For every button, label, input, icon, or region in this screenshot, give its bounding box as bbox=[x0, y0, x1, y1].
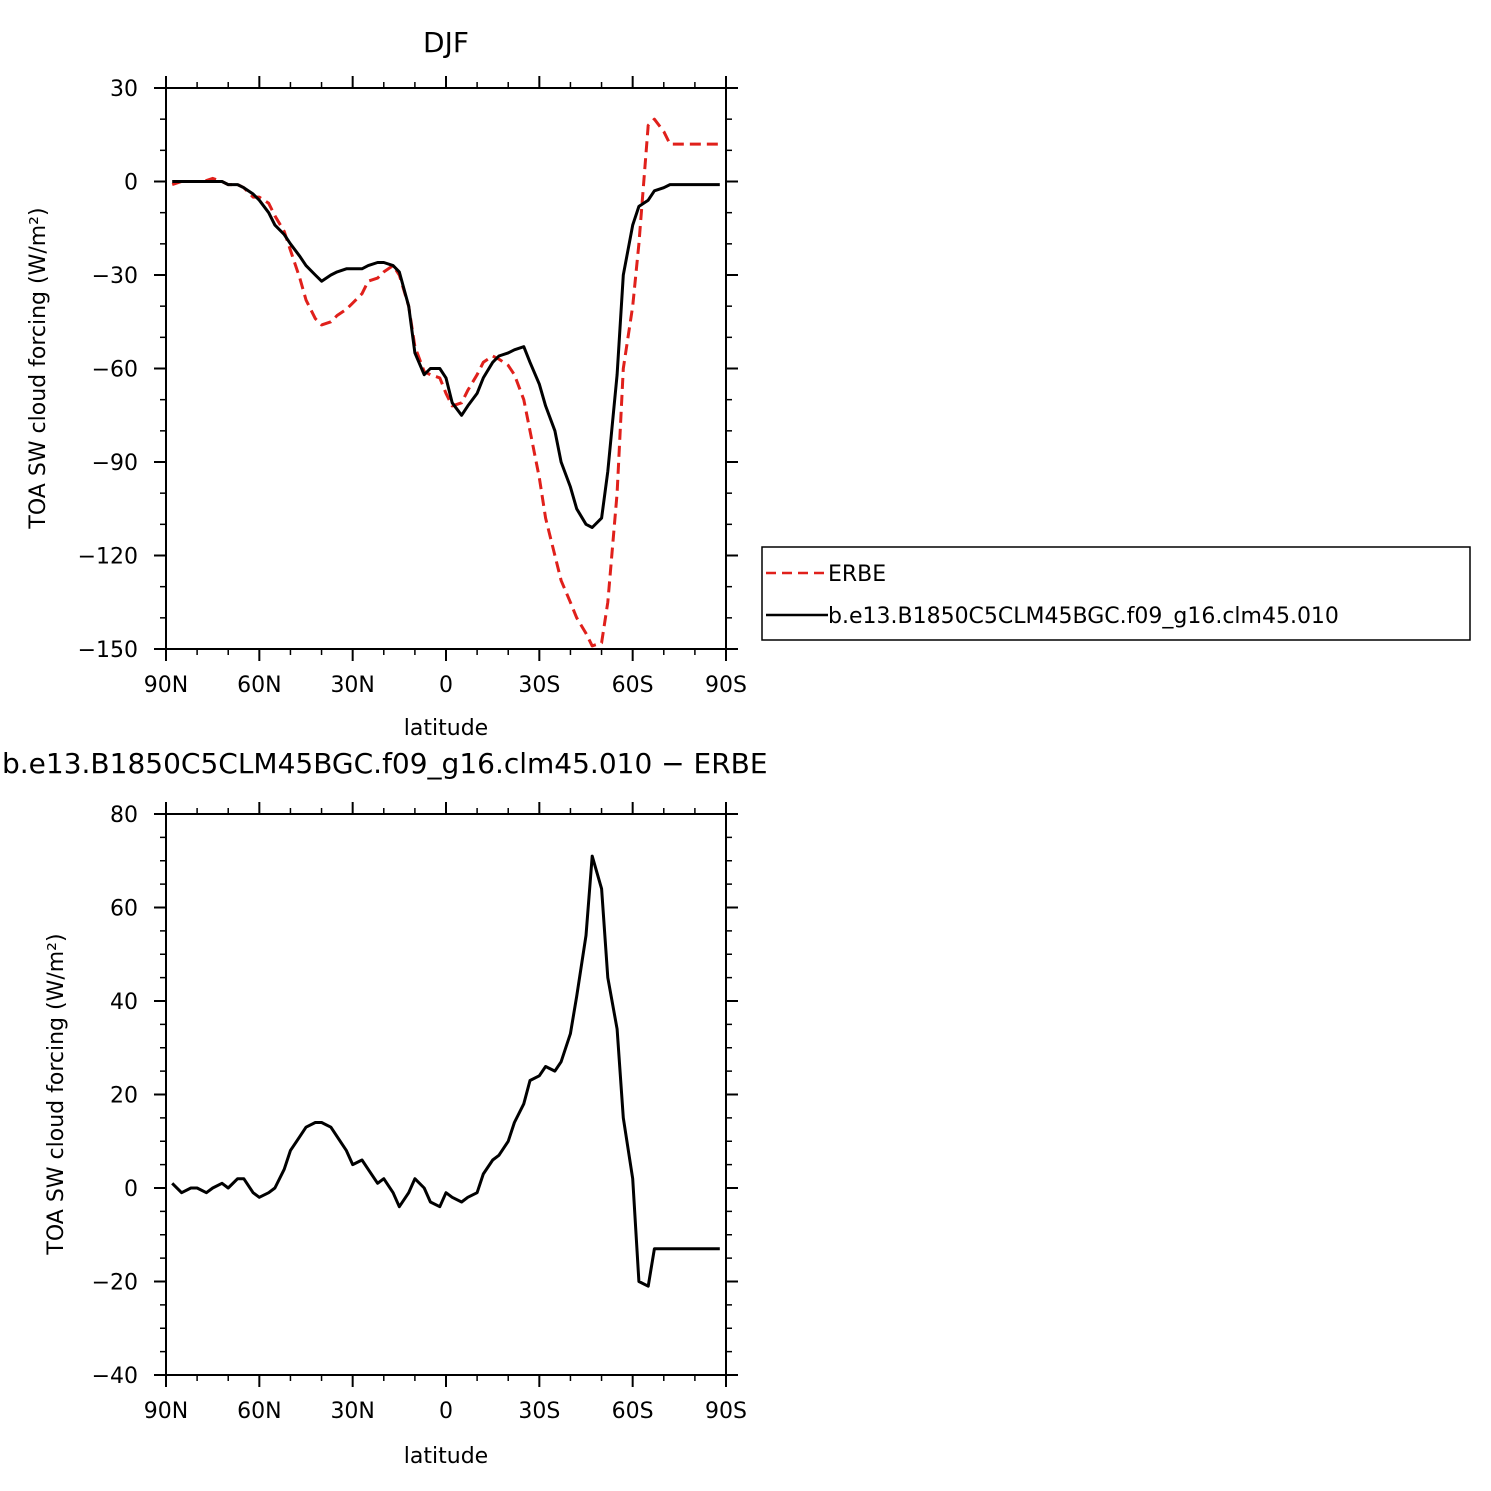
series-line-difference bbox=[171, 854, 720, 1288]
y-tick-label: 20 bbox=[110, 1084, 138, 1109]
top-y-axis-label: TOA SW cloud forcing (W/m²) bbox=[26, 207, 51, 529]
y-tick-label: −120 bbox=[78, 545, 138, 570]
y-tick-label: −60 bbox=[92, 358, 138, 383]
x-tick-label: 90N bbox=[144, 673, 188, 698]
x-tick-label: 30N bbox=[330, 1399, 374, 1424]
x-tick-label: 60S bbox=[612, 673, 654, 698]
x-tick-label: 60N bbox=[237, 1399, 281, 1424]
x-tick-label: 60N bbox=[237, 673, 281, 698]
bottom-y-axis-label: TOA SW cloud forcing (W/m²) bbox=[44, 933, 69, 1255]
bottom-panel: b.e13.B1850C5CLM45BGC.f09_g16.clm45.010 … bbox=[2, 747, 768, 1469]
top-plot-frame bbox=[165, 87, 727, 650]
y-tick-label: 0 bbox=[124, 171, 138, 196]
y-tick-label: −40 bbox=[92, 1364, 138, 1389]
y-tick-label: −30 bbox=[92, 264, 138, 289]
x-tick-label: 60S bbox=[612, 1399, 654, 1424]
x-tick-label: 90N bbox=[144, 1399, 188, 1424]
bottom-panel-title: b.e13.B1850C5CLM45BGC.f09_g16.clm45.010 … bbox=[2, 747, 768, 780]
x-tick-label: 30S bbox=[518, 673, 560, 698]
legend-box bbox=[761, 546, 1471, 641]
legend-label-erbe: ERBE bbox=[828, 562, 886, 587]
top-panel-title: DJF bbox=[423, 26, 469, 59]
x-tick-label: 90S bbox=[705, 673, 747, 698]
y-tick-label: 30 bbox=[110, 77, 138, 102]
legend-label-model: b.e13.B1850C5CLM45BGC.f09_g16.clm45.010 bbox=[828, 604, 1339, 629]
y-tick-label: 60 bbox=[110, 897, 138, 922]
top-panel: DJF 90N 60N 30N 0 30S 60S 90S 30 0 −30 −60 −90 −120 −… bbox=[26, 26, 747, 741]
x-tick-label: 0 bbox=[439, 1399, 453, 1424]
bottom-plot-frame bbox=[165, 813, 727, 1376]
series-line-erbe bbox=[171, 117, 720, 648]
series-line-b-e13-b1850c5clm45bgc-f09-g16-clm45-010 bbox=[172, 180, 720, 529]
y-tick-label: −90 bbox=[92, 451, 138, 476]
x-tick-label: 30S bbox=[518, 1399, 560, 1424]
legend: ERBE b.e13.B1850C5CLM45BGC.f09_g16.clm45… bbox=[761, 546, 1471, 641]
x-tick-label: 0 bbox=[439, 673, 453, 698]
y-tick-label: 80 bbox=[110, 803, 138, 828]
x-tick-label: 30N bbox=[330, 673, 374, 698]
y-tick-label: 40 bbox=[110, 990, 138, 1015]
y-tick-label: 0 bbox=[124, 1177, 138, 1202]
bottom-x-axis-label: latitude bbox=[404, 1444, 488, 1469]
y-tick-label: −20 bbox=[92, 1271, 138, 1296]
top-x-axis-label: latitude bbox=[404, 716, 488, 741]
x-tick-label: 90S bbox=[705, 1399, 747, 1424]
y-tick-label: −150 bbox=[78, 638, 138, 663]
